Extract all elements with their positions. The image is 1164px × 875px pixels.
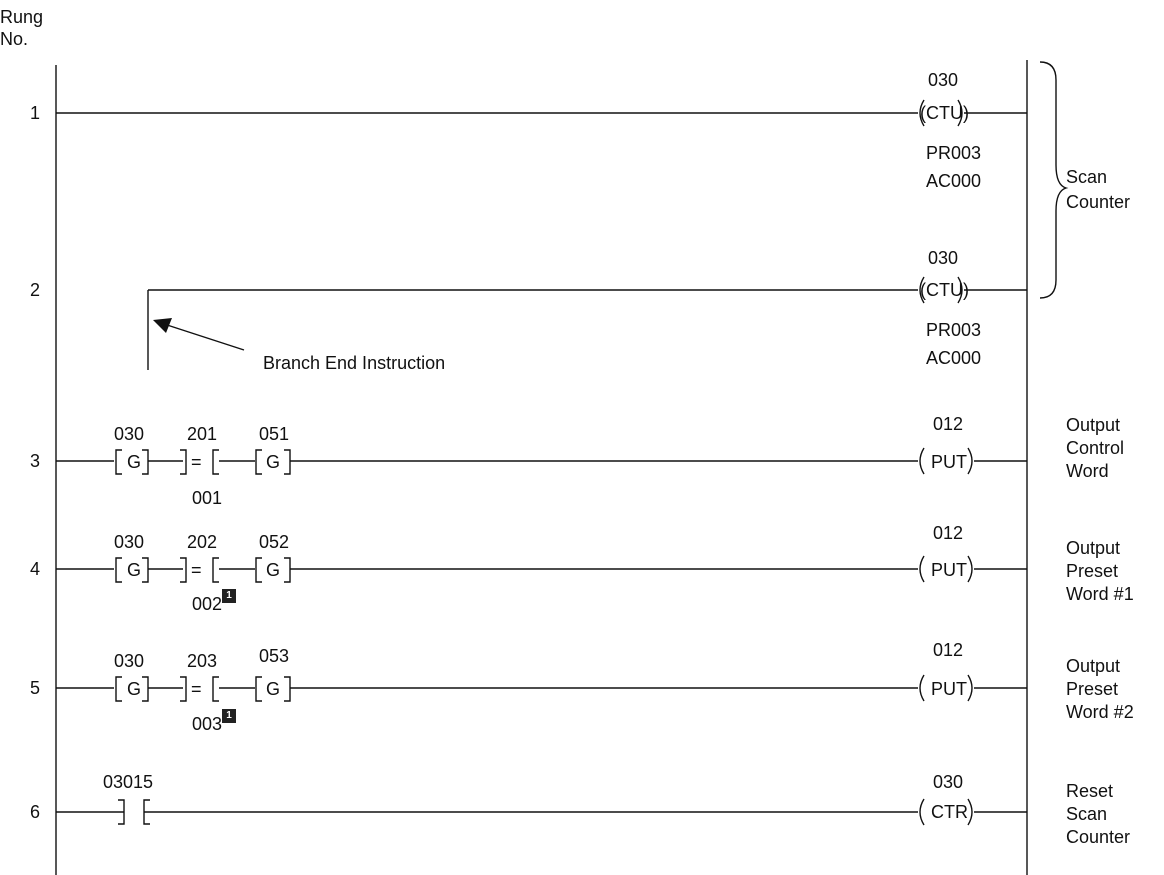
rung-2-coil-right	[957, 276, 963, 304]
rung-3-compare-symbol: =	[191, 452, 202, 472]
rung-4-note-line-3: Word #1	[1066, 584, 1134, 604]
rung-3-compare-reference: 001	[192, 488, 223, 508]
rung-4-g2-symbol: G	[266, 560, 281, 580]
rung-6-note-line-1: Reset	[1066, 781, 1114, 801]
rung-1-coil-right	[957, 99, 963, 127]
rung-1-accumulator: AC000	[926, 171, 982, 191]
rung-4-compare-symbol: =	[191, 560, 202, 580]
rung-1-preset: PR003	[926, 143, 982, 163]
rung-3-g2-left	[255, 449, 262, 475]
rung-6-note: Reset Scan Counter	[1066, 780, 1130, 849]
rung-5-g2-symbol: G	[266, 679, 281, 699]
rung-5-compare-symbol: =	[191, 679, 202, 699]
rung-6-output-address: 030	[933, 772, 964, 792]
rung-2-coil-left	[919, 276, 925, 304]
rung-6-contact-left	[118, 799, 125, 825]
rung-number-4: 4	[30, 559, 41, 579]
rung-number-6: 6	[30, 802, 41, 822]
rung-3-cmp-right	[212, 449, 219, 475]
rung-1-coil-left	[919, 99, 925, 127]
rung-3-g1-symbol: G	[127, 452, 142, 472]
rung-3-note-line-3: Word	[1066, 461, 1109, 481]
rung-3-note-line-1: Output	[1066, 415, 1121, 435]
rung-4-footnote-badge: 1	[222, 589, 236, 603]
rung-5-footnote-badge: 1	[222, 709, 236, 723]
rung-2-preset: PR003	[926, 320, 982, 340]
rung-2-output-instruction: (CTU)	[920, 280, 969, 300]
branch-end-arrow-line	[163, 323, 245, 351]
rung-4-note: Output Preset Word #1	[1066, 537, 1134, 606]
rung-5-output-address: 012	[933, 640, 964, 660]
rung-3-g1-address: 030	[114, 424, 145, 444]
rung-3-g2-right	[284, 449, 291, 475]
rung-4-output-instruction: PUT	[931, 560, 967, 580]
branch-end-arrowhead	[153, 318, 172, 333]
no-label: No.	[0, 29, 29, 49]
rung-2-accumulator: AC000	[926, 348, 982, 368]
rung-2-output-address: 030	[928, 248, 959, 268]
rung-4-g2-address: 052	[259, 532, 290, 552]
scan-counter-brace	[1039, 61, 1069, 299]
rung-5-output-instruction: PUT	[931, 679, 967, 699]
rung-3-note: Output Control Word	[1066, 414, 1124, 483]
rung-1-output-address: 030	[928, 70, 959, 90]
rung-3-g1-right	[142, 449, 149, 475]
rung-4-note-line-1: Output	[1066, 538, 1121, 558]
rung-4-compare-address: 202	[187, 532, 218, 552]
rung-6-note-line-2: Scan	[1066, 804, 1108, 824]
scan-counter-line-1: Scan	[1066, 167, 1108, 187]
rung-1-output-instruction: (CTU)	[920, 103, 969, 123]
rung-3-output-instruction: PUT	[931, 452, 967, 472]
rung-5-g1-address: 030	[114, 651, 145, 671]
rung-4-g1-symbol: G	[127, 560, 142, 580]
rung-6-note-line-3: Counter	[1066, 827, 1131, 847]
rung-3-note-line-2: Control	[1066, 438, 1125, 458]
rung-number-3: 3	[30, 451, 41, 471]
rung-label: Rung	[0, 7, 44, 27]
rung-4-output-address: 012	[933, 523, 964, 543]
rung-5-g2-address: 053	[259, 646, 290, 666]
scan-counter-note: Scan Counter	[1066, 165, 1130, 215]
rung-5-note: Output Preset Word #2	[1066, 655, 1134, 724]
rung-number-2: 2	[30, 280, 41, 300]
rung-5-note-line-2: Preset	[1066, 679, 1119, 699]
rung-4-compare-reference: 002	[192, 594, 223, 614]
branch-end-label: Branch End Instruction	[263, 353, 446, 373]
rung-6-contact-address: 03015	[103, 772, 154, 792]
rung-4-g1-address: 030	[114, 532, 145, 552]
rung-number-1: 1	[30, 103, 41, 123]
rung-4-note-line-2: Preset	[1066, 561, 1119, 581]
scan-counter-line-2: Counter	[1066, 192, 1131, 212]
rung-5-g1-symbol: G	[127, 679, 142, 699]
rung-3-g2-symbol: G	[266, 452, 281, 472]
rung-5-compare-reference: 003	[192, 714, 223, 734]
rung-6-output-instruction: CTR	[931, 802, 968, 822]
rung-number-header: Rung No.	[0, 6, 43, 50]
rung-number-5: 5	[30, 678, 41, 698]
rung-3-g1-left	[115, 449, 122, 475]
rung-3-g2-address: 051	[259, 424, 290, 444]
rung-3-cmp-left	[180, 449, 187, 475]
rung-3-output-address: 012	[933, 414, 964, 434]
rung-5-note-line-1: Output	[1066, 656, 1121, 676]
rung-5-compare-address: 203	[187, 651, 218, 671]
rung-5-note-line-3: Word #2	[1066, 702, 1134, 722]
rung-3-compare-address: 201	[187, 424, 218, 444]
